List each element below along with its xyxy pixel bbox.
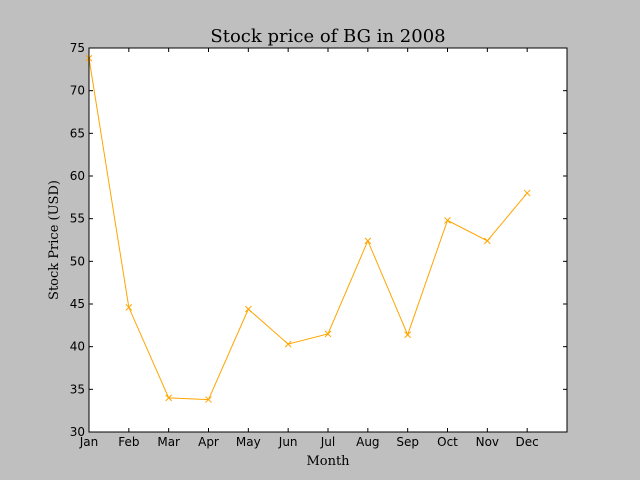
- y-tick-label: 55: [70, 212, 85, 226]
- data-point-marker: [483, 237, 491, 245]
- plot-frame: [88, 47, 568, 433]
- x-tick-label: Sep: [396, 435, 419, 449]
- y-tick-label: 50: [70, 254, 85, 268]
- x-tick-label: Jun: [278, 435, 298, 449]
- x-tick-label: Feb: [118, 435, 139, 449]
- x-tick-label: Dec: [516, 435, 539, 449]
- data-point-marker: [244, 305, 252, 313]
- x-tick-label: Oct: [437, 435, 458, 449]
- data-point-marker: [284, 340, 292, 348]
- x-tick-label: May: [236, 435, 261, 449]
- x-tick-label: Jan: [79, 435, 99, 449]
- data-point-marker: [324, 330, 332, 338]
- x-tick-label: Apr: [198, 435, 219, 449]
- data-point-marker: [125, 304, 133, 311]
- y-tick-label: 45: [70, 297, 85, 311]
- y-tick-label: 65: [70, 126, 85, 140]
- series-layer: [85, 54, 531, 403]
- x-tick-label: Mar: [157, 435, 180, 449]
- data-point-marker: [523, 189, 531, 197]
- data-point-marker: [205, 396, 212, 403]
- y-tick-label: 35: [70, 382, 85, 396]
- data-point-marker: [404, 331, 412, 339]
- data-point-marker: [165, 394, 173, 402]
- x-tick-label: Aug: [356, 435, 379, 449]
- y-tick-label: 40: [70, 340, 85, 354]
- y-tick-label: 60: [70, 169, 85, 183]
- plot-area: [89, 48, 567, 432]
- y-axis-label: Stock Price (USD): [47, 180, 62, 300]
- x-tick-label: Jul: [320, 435, 335, 449]
- x-axis-label: Month: [306, 454, 350, 469]
- y-tick-label: 75: [70, 41, 85, 55]
- series-line: [88, 58, 528, 401]
- axis-ticks: 30 35 40 45 50 55 60 65 70 75 Jan Feb Mar Apr May Jun Ju…: [70, 41, 567, 449]
- data-point-marker: [364, 237, 372, 245]
- y-tick-label: 30: [70, 425, 85, 439]
- chart-title: Stock price of BG in 2008: [210, 26, 445, 47]
- data-point-marker: [444, 217, 451, 224]
- x-tick-label: Nov: [476, 435, 499, 449]
- y-tick-label: 70: [70, 84, 85, 98]
